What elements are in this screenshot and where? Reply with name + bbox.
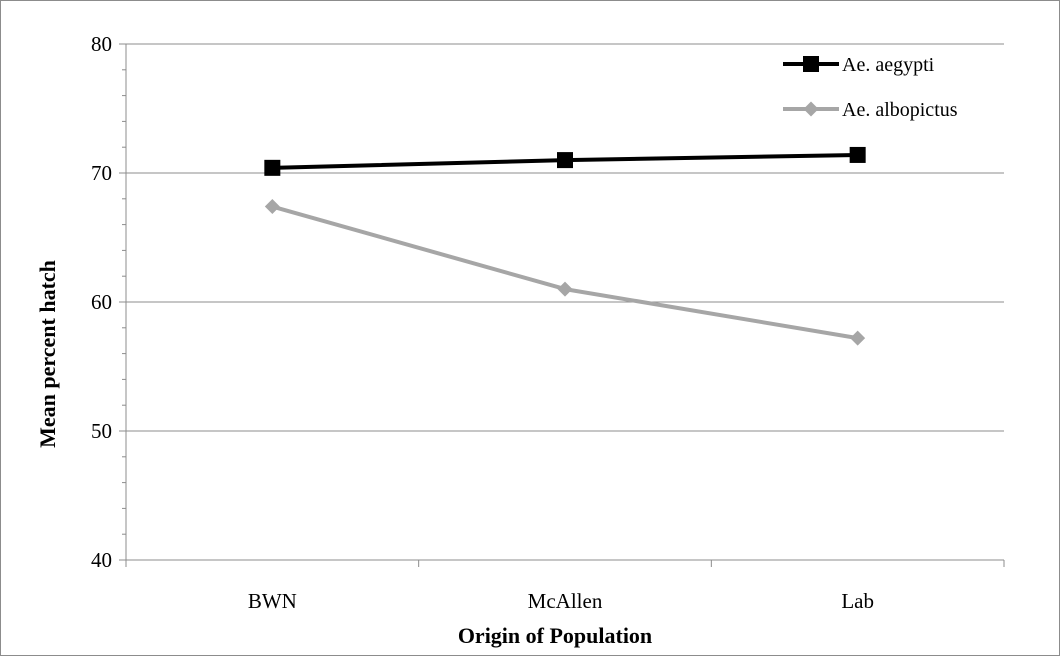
y-tick-label: 60 — [91, 290, 112, 314]
y-axis-title: Mean percent hatch — [35, 260, 60, 448]
y-tick-label: 40 — [91, 548, 112, 572]
y-tick-label: 50 — [91, 419, 112, 443]
x-tick-label: McAllen — [528, 589, 603, 613]
series-1 — [264, 146, 866, 176]
legend-marker — [803, 56, 819, 72]
data-point — [849, 146, 866, 163]
data-point — [557, 281, 573, 297]
legend-label: Ae. aegypti — [842, 54, 935, 76]
data-point — [264, 159, 281, 176]
legend-marker — [803, 101, 819, 117]
y-axis-ticks: 40 50 60 70 80 — [91, 32, 126, 572]
series-group — [264, 146, 866, 346]
y-tick-label: 70 — [91, 161, 112, 185]
legend-label: Ae. albopictus — [842, 99, 958, 121]
legend-item: Ae. albopictus — [783, 99, 958, 121]
x-tick-label: BWN — [248, 589, 297, 613]
data-point — [264, 199, 280, 215]
y-tick-label: 80 — [91, 32, 112, 56]
legend-item: Ae. aegypti — [783, 54, 935, 76]
series-2 — [264, 199, 866, 346]
x-axis-ticks: BWN McAllen Lab — [125, 560, 1005, 613]
x-tick-label: Lab — [841, 589, 874, 613]
x-axis-title: Origin of Population — [458, 623, 652, 648]
series-line — [271, 204, 858, 341]
data-point — [850, 330, 866, 346]
data-point — [557, 152, 573, 169]
legend: Ae. aegypti Ae. albopictus — [783, 54, 958, 121]
